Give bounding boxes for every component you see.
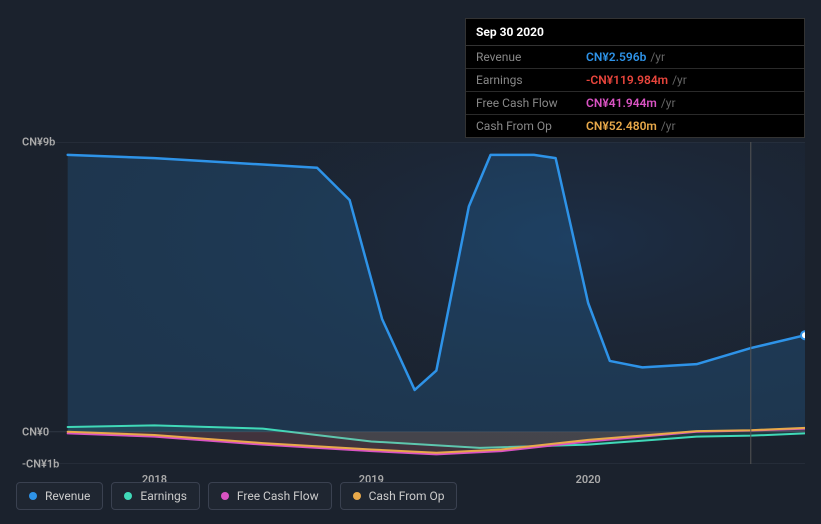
legend-item[interactable]: Revenue	[16, 482, 103, 510]
tooltip-row-suffix: /yr	[672, 73, 687, 87]
tooltip-box: Sep 30 2020 RevenueCN¥2.596b/yrEarnings-…	[465, 18, 805, 138]
tooltip-row: Free Cash FlowCN¥41.944m/yr	[466, 92, 804, 115]
legend-swatch	[29, 492, 37, 500]
tooltip-row-value: CN¥41.944m	[586, 96, 657, 110]
legend-label: Cash From Op	[369, 489, 445, 503]
tooltip-row-label: Cash From Op	[476, 119, 586, 133]
tooltip-row-value: -CN¥119.984m	[586, 73, 668, 87]
tooltip-row: RevenueCN¥2.596b/yr	[466, 46, 804, 69]
legend-item[interactable]: Earnings	[111, 482, 200, 510]
tooltip-row-suffix: /yr	[650, 50, 665, 64]
legend-item[interactable]: Free Cash Flow	[208, 482, 332, 510]
legend-item[interactable]: Cash From Op	[340, 482, 458, 510]
tooltip-row-label: Earnings	[476, 73, 586, 87]
tooltip-row-label: Revenue	[476, 50, 586, 64]
x-axis-label: 2020	[576, 473, 601, 486]
tooltip-row-label: Free Cash Flow	[476, 96, 586, 110]
chart: Past CN¥9bCN¥0-CN¥1b201820192020	[16, 120, 805, 464]
y-axis-label: -CN¥1b	[22, 458, 59, 471]
y-axis-label: CN¥9b	[22, 136, 55, 149]
tooltip-date: Sep 30 2020	[466, 19, 804, 46]
y-axis-label: CN¥0	[22, 425, 49, 438]
legend-swatch	[353, 492, 361, 500]
tooltip-row-value: CN¥52.480m	[586, 119, 657, 133]
tooltip-row-value: CN¥2.596b	[586, 50, 646, 64]
legend: Revenue Earnings Free Cash Flow Cash From O…	[16, 482, 457, 510]
tooltip-row: Cash From OpCN¥52.480m/yr	[466, 115, 804, 137]
tooltip-row-suffix: /yr	[661, 119, 676, 133]
tooltip-row-suffix: /yr	[661, 96, 676, 110]
legend-swatch	[124, 492, 132, 500]
tooltip-row: Earnings-CN¥119.984m/yr	[466, 69, 804, 92]
legend-label: Earnings	[140, 489, 187, 503]
legend-label: Free Cash Flow	[237, 489, 319, 503]
plot-svg	[46, 142, 805, 464]
legend-label: Revenue	[45, 489, 90, 503]
legend-swatch	[221, 492, 229, 500]
